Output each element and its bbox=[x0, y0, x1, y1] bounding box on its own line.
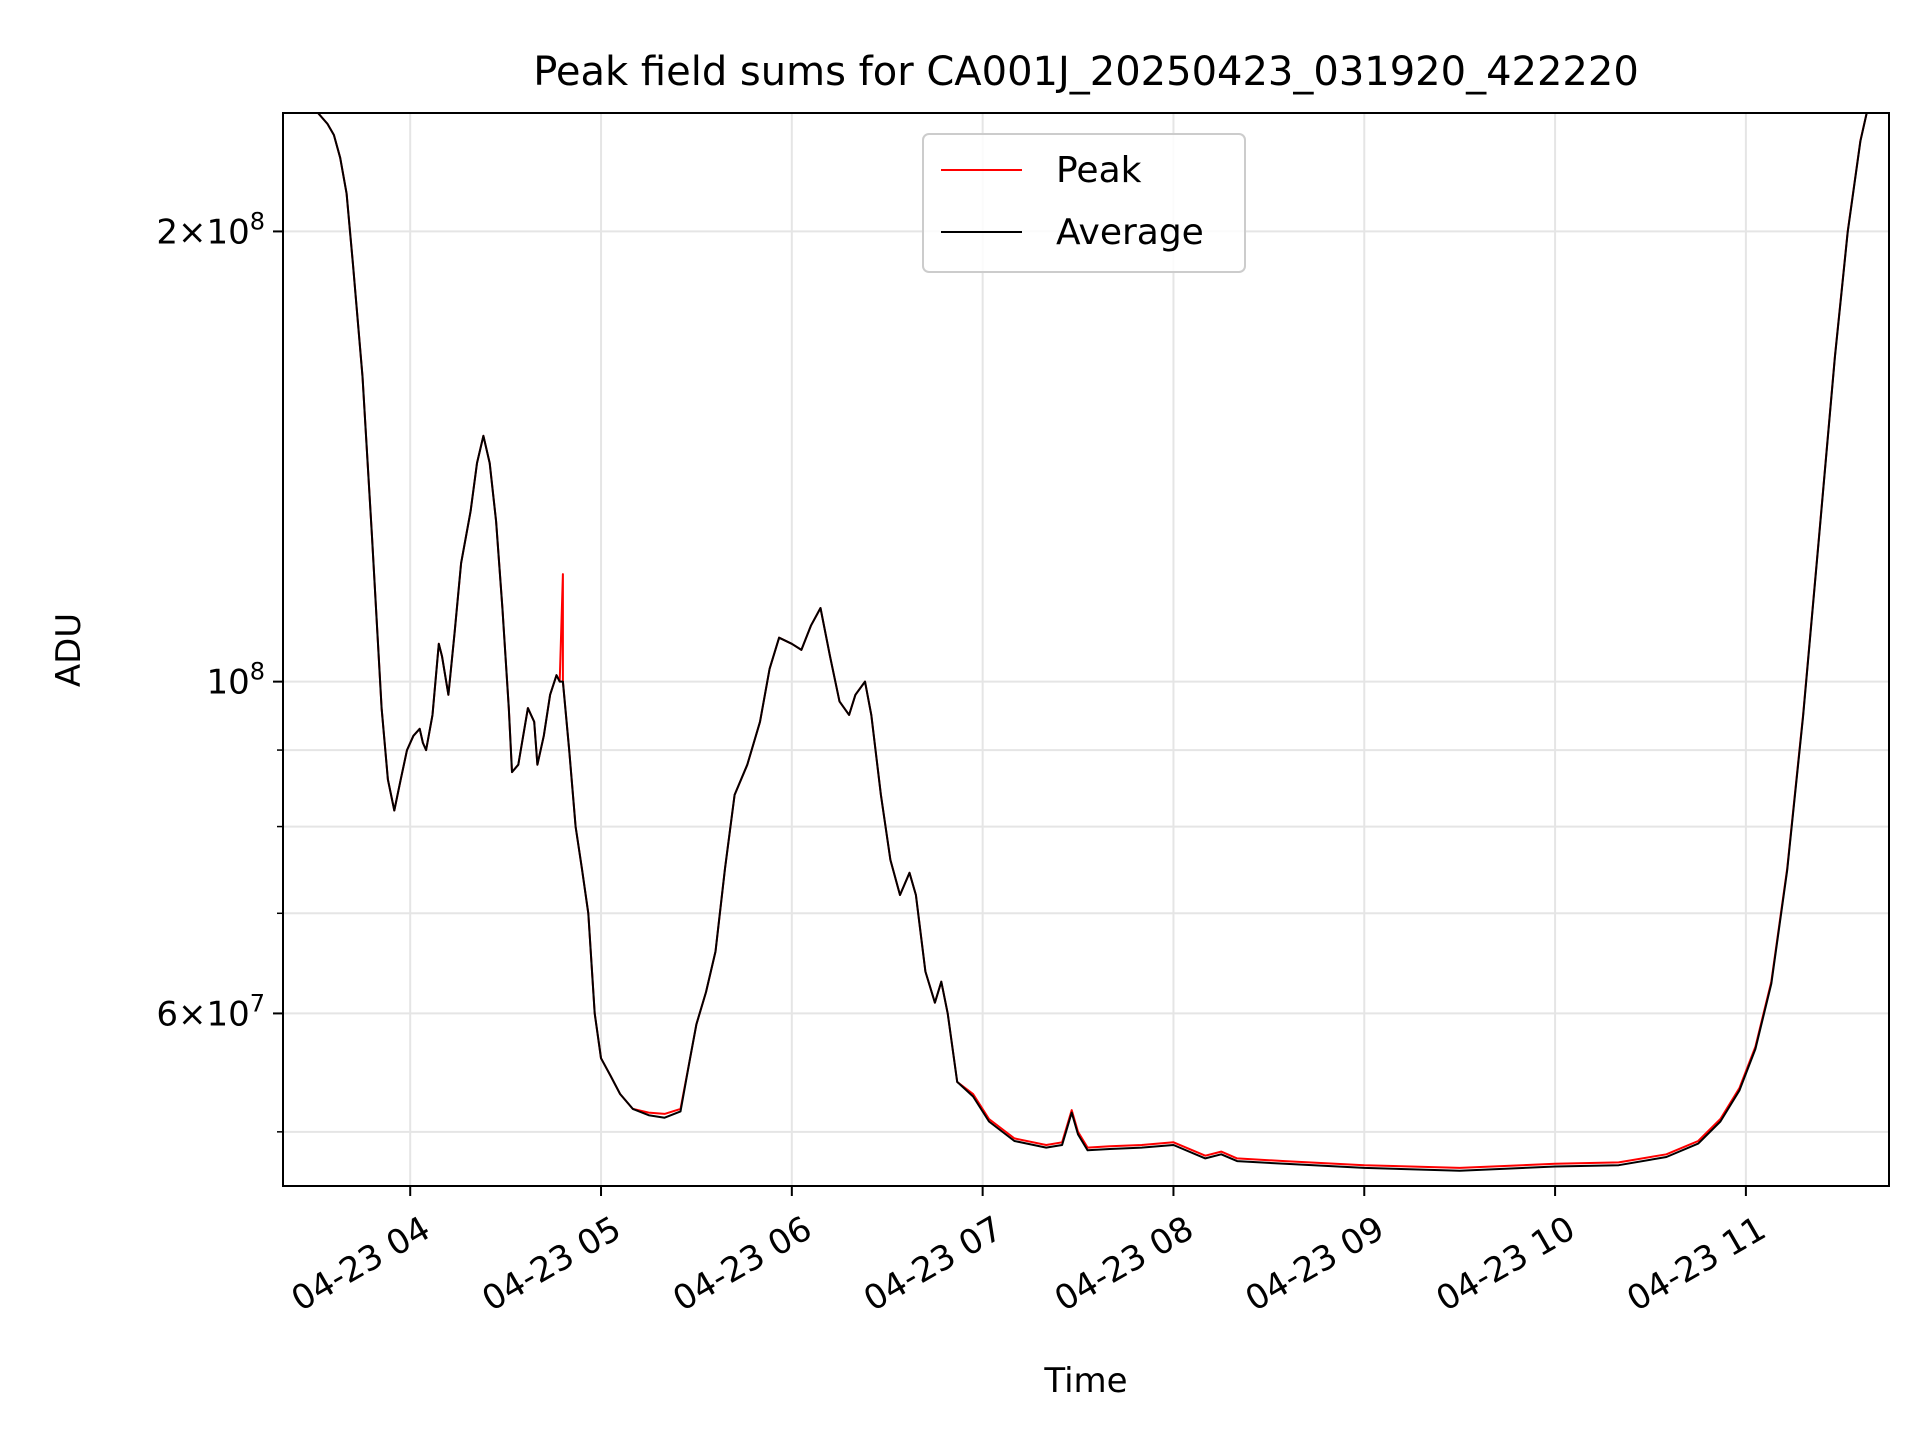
plot-frame bbox=[282, 112, 1890, 1187]
x-tick-label: 04-23 08 bbox=[1048, 1209, 1200, 1320]
x-tick-label: 04-23 09 bbox=[1239, 1209, 1391, 1320]
x-tick-label: 04-23 07 bbox=[857, 1209, 1009, 1320]
y-tick-label: 2×108 bbox=[156, 207, 265, 252]
legend-label-average: Average bbox=[1056, 212, 1204, 253]
y-tick-label: 108 bbox=[206, 658, 265, 703]
grid bbox=[283, 113, 1889, 1186]
y-tick-label-base: 2×10 bbox=[156, 212, 249, 252]
series-line-average bbox=[317, 113, 1868, 1172]
y-tick-label-exponent: 7 bbox=[250, 989, 265, 1017]
y-tick-label-base: 10 bbox=[206, 663, 249, 703]
legend: Peak Average bbox=[922, 133, 1246, 273]
x-tick-label: 04-23 11 bbox=[1620, 1209, 1772, 1320]
x-axis-label: Time bbox=[1043, 1361, 1127, 1401]
x-tick-label: 04-23 06 bbox=[666, 1209, 818, 1320]
chart-title: Peak field sums for CA001J_20250423_0319… bbox=[533, 49, 1639, 95]
x-tick-label: 04-23 04 bbox=[285, 1209, 437, 1320]
y-tick-label-exponent: 8 bbox=[250, 207, 265, 235]
legend-box bbox=[922, 133, 1246, 273]
series-layer bbox=[317, 113, 1868, 1172]
y-tick-label-base: 6×10 bbox=[156, 994, 249, 1034]
x-tick-label: 04-23 05 bbox=[476, 1209, 628, 1320]
x-tick-label: 04-23 10 bbox=[1430, 1209, 1582, 1320]
x-axis: 04-23 04 04-23 05 04-23 06 04-23 07 04-23 08… bbox=[285, 1186, 1773, 1320]
legend-label-peak: Peak bbox=[1056, 150, 1142, 191]
y-axis-label: ADU bbox=[49, 613, 89, 687]
y-tick-label: 6×107 bbox=[156, 989, 265, 1034]
y-tick-label-exponent: 8 bbox=[250, 658, 265, 686]
